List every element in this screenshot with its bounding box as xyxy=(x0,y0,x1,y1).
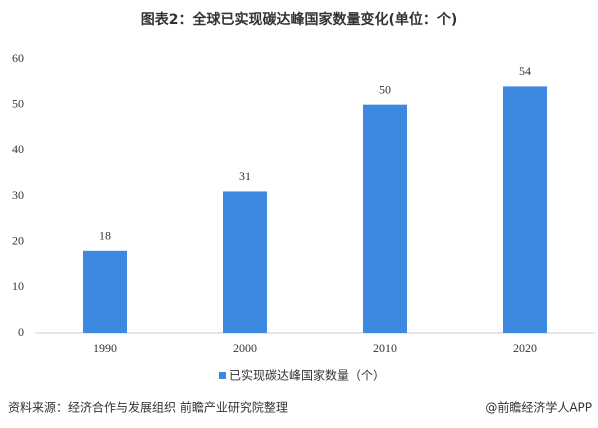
y-tick-label: 50 xyxy=(12,96,24,110)
value-label: 18 xyxy=(99,229,111,243)
x-tick-label: 2010 xyxy=(373,341,397,355)
y-tick-label: 20 xyxy=(12,233,24,247)
legend-swatch xyxy=(219,372,226,379)
value-label: 54 xyxy=(519,64,531,78)
chart-title: 图表2：全球已实现碳达峰国家数量变化(单位：个) xyxy=(141,11,458,28)
bar xyxy=(223,191,267,333)
y-tick-label: 30 xyxy=(12,188,24,202)
bar xyxy=(503,86,547,334)
x-tick-label: 1990 xyxy=(93,341,117,355)
y-tick-label: 10 xyxy=(12,279,24,293)
value-label: 50 xyxy=(379,82,391,96)
credit: @前瞻经济学人APP xyxy=(485,400,592,415)
y-tick-label: 40 xyxy=(12,142,24,156)
bar xyxy=(83,250,127,333)
source: 资料来源：经济合作与发展组织 前瞻产业研究院整理 xyxy=(8,400,288,415)
value-label: 31 xyxy=(239,169,251,183)
y-tick-label: 0 xyxy=(18,325,24,339)
x-tick-label: 2020 xyxy=(513,341,537,355)
x-tick-label: 2000 xyxy=(233,341,257,355)
y-tick-label: 60 xyxy=(12,51,24,65)
bar xyxy=(363,104,407,334)
legend-label: 已实现碳达峰国家数量（个） xyxy=(229,368,385,383)
